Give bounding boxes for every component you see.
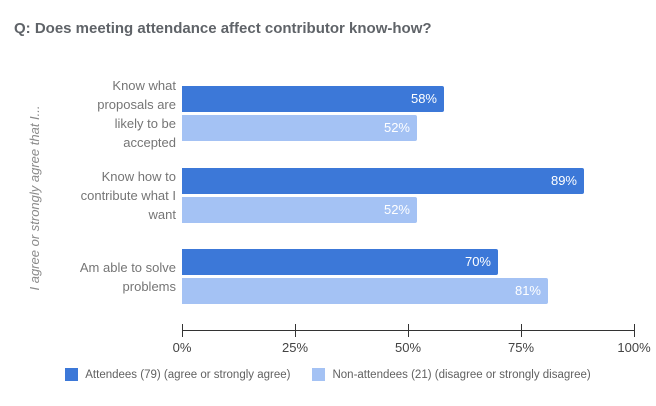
- x-axis-tick: [294, 324, 296, 337]
- bar-value-label: 52%: [383, 202, 410, 217]
- legend-swatch-icon: [65, 368, 79, 381]
- category-label-line: Know how to: [101, 169, 176, 184]
- legend-item: Non-attendees (21) (disagree or strongly…: [312, 368, 591, 381]
- category-label-line: problems: [122, 278, 176, 294]
- bar-value-label: 52%: [383, 120, 410, 135]
- x-axis-tick-label: 50%: [394, 340, 422, 355]
- category-label-line: proposals are: [97, 96, 176, 112]
- bar-attendees: 89%: [182, 168, 584, 194]
- x-axis-tick-label: 25%: [281, 340, 309, 355]
- bar-attendees: 58%: [182, 86, 444, 112]
- bar-non-attendees: 52%: [182, 197, 417, 223]
- bar-non-attendees: 81%: [182, 278, 548, 304]
- bar-attendees: 70%: [182, 249, 498, 275]
- bar-value-label: 58%: [410, 91, 437, 106]
- bar-value-label: 89%: [550, 173, 577, 188]
- category-label-line: Know what: [112, 77, 176, 93]
- x-axis-tick: [407, 324, 409, 337]
- category-label-line: contribute what I: [80, 188, 176, 203]
- x-axis-tick-label: 100%: [617, 340, 651, 355]
- category-label: Know how to contribute what I want: [0, 168, 176, 223]
- x-axis-tick: [520, 324, 522, 337]
- bar-value-label: 70%: [464, 254, 491, 269]
- legend-swatch-icon: [312, 368, 326, 381]
- x-axis-tick: [633, 324, 635, 337]
- legend-label: Attendees (79) (agree or strongly agree): [85, 368, 291, 381]
- legend-label: Non-attendees (21) (disagree or strongly…: [332, 368, 591, 381]
- chart-title: Q: Does meeting attendance affect contri…: [14, 20, 432, 37]
- legend-item: Attendees (79) (agree or strongly agree): [65, 368, 290, 381]
- x-axis-tick-label: 75%: [507, 340, 535, 355]
- category-label: Am able to solve problems: [0, 249, 176, 304]
- x-axis-tick-label: 0%: [172, 340, 192, 355]
- category-label-line: want: [148, 207, 176, 222]
- legend: Attendees (79) (agree or strongly agree)…: [0, 368, 656, 381]
- category-label-line: Am able to solve: [79, 259, 176, 275]
- bar-value-label: 81%: [514, 283, 541, 298]
- bar-non-attendees: 52%: [182, 115, 417, 141]
- x-axis-tick: [181, 324, 183, 337]
- category-label-line: accepted: [123, 134, 176, 150]
- category-label-line: likely to be: [114, 115, 176, 131]
- category-label: Know what proposals are likely to be accept…: [0, 78, 176, 150]
